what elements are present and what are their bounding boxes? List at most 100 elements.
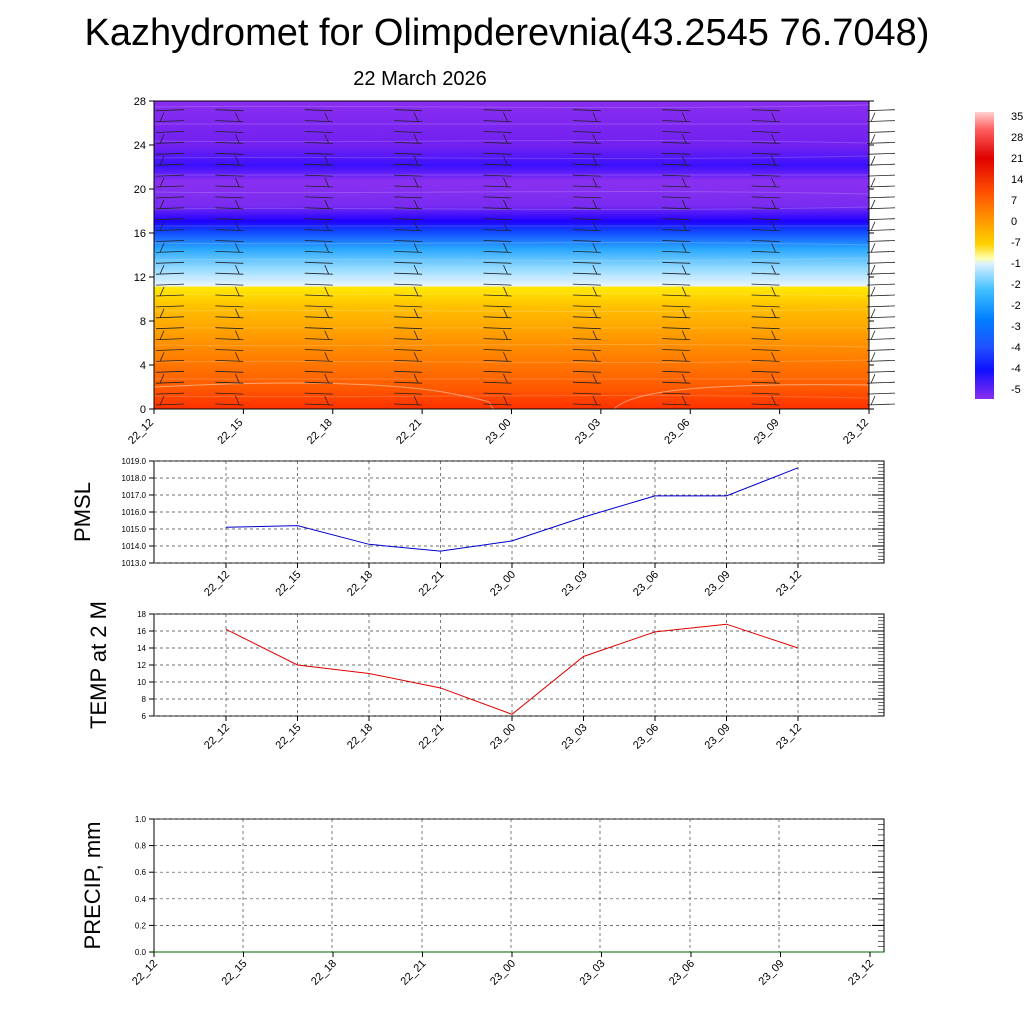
wind-barb-shaft <box>866 152 896 155</box>
y-tick-label: 1015.0 <box>122 525 147 534</box>
wind-barb-flag <box>592 199 598 209</box>
wind-barb-flag <box>771 243 776 253</box>
wind-barb-shaft <box>394 218 423 221</box>
wind-barb-shaft <box>215 349 244 351</box>
x-tick-label: 23_09 <box>703 569 733 599</box>
wind-barb-flag <box>870 221 876 231</box>
wind-barb-shaft <box>394 251 423 253</box>
wind-barb-shaft <box>751 109 780 112</box>
wind-barb-shaft <box>662 283 691 286</box>
wind-barb-shaft <box>483 392 512 395</box>
wind-barb-shaft <box>155 338 185 340</box>
wind-barb-shaft <box>215 403 244 406</box>
wind-barb-shaft <box>304 305 333 308</box>
wind-barb-shaft <box>304 403 333 406</box>
wind-barb-shaft <box>866 142 896 144</box>
wind-barb-shaft <box>304 207 333 210</box>
wind-barb-shaft <box>866 120 896 122</box>
wind-barb-shaft <box>304 142 333 144</box>
plot-frame <box>153 818 885 953</box>
x-tick-label: 22_12 <box>130 958 160 988</box>
wind-barb-shaft <box>483 207 512 210</box>
wind-barb-shaft <box>751 251 780 253</box>
y-tick-label: 0.2 <box>135 921 147 930</box>
contour-line <box>613 384 870 410</box>
x-tick-label: 22_18 <box>309 958 339 988</box>
wind-barb-shaft <box>155 163 185 166</box>
wind-barb-flag <box>771 156 776 166</box>
wind-barb-shaft <box>662 294 691 297</box>
colorbar-label: -4 <box>1011 342 1021 354</box>
wind-barb-shaft <box>155 360 185 362</box>
contour-line <box>153 139 870 144</box>
wind-barb-flag <box>235 112 240 122</box>
wind-barb-flag <box>592 395 598 406</box>
wind-barb-shaft <box>572 272 601 275</box>
wind-barb-shaft <box>155 305 185 308</box>
wind-barb-flag <box>413 352 419 362</box>
wind-barb-shaft <box>662 381 691 384</box>
wind-barb-flag <box>235 199 240 209</box>
wind-barb-flag <box>159 395 165 406</box>
x-tick-label: 23_09 <box>757 958 787 988</box>
colorbar-label: -1 <box>1011 258 1021 270</box>
wind-barb-shaft <box>751 283 780 286</box>
wind-barb-flag <box>159 265 165 275</box>
colorbar-label: -4 <box>1011 363 1021 375</box>
pmsl-panel: 1013.0 1014.0 1015.0 1016.0 1017.0 1018.0 1019… <box>70 457 885 599</box>
wind-barb-shaft <box>572 392 601 395</box>
wind-barb-shaft <box>304 131 333 133</box>
wind-barb-shaft <box>394 370 423 373</box>
wind-barb-shaft <box>155 403 185 406</box>
wind-barb-shaft <box>304 251 333 253</box>
y-tick-label: 20 <box>134 184 146 196</box>
wind-barb-shaft <box>751 381 780 384</box>
wind-barb-shaft <box>215 360 244 362</box>
wind-barb-flag <box>870 265 876 275</box>
wind-barb-shaft <box>572 218 601 221</box>
wind-barb-shaft <box>304 349 333 351</box>
y-axis-label: PRECIP, mm <box>80 822 105 950</box>
wind-barb-shaft <box>483 218 512 221</box>
y-tick-label: 1.0 <box>135 815 147 824</box>
wind-barb-flag <box>681 395 687 406</box>
wind-barb-flag <box>503 156 508 166</box>
wind-barb-shaft <box>155 283 185 286</box>
y-tick-label: 1013.0 <box>122 559 147 568</box>
x-tick-label: 22_21 <box>417 722 447 752</box>
colorbar-label: 35 <box>1011 111 1023 123</box>
wind-barb-flag <box>681 199 687 209</box>
wind-barb-shaft <box>304 185 333 188</box>
temp-panel: 6 8 10 12 14 16 18 22_12 22_15 22_18 22_21 23_00 23_… <box>86 601 885 752</box>
wind-barb-shaft <box>394 207 423 210</box>
wind-barb-shaft <box>662 370 691 373</box>
contour-line <box>153 394 870 399</box>
wind-barb-shaft <box>572 403 601 406</box>
x-tick-label: 23_00 <box>488 722 518 752</box>
wind-barb-shaft <box>662 109 691 112</box>
wind-barb-flag <box>159 352 165 362</box>
x-tick-label: 23_12 <box>774 722 804 752</box>
wind-barb-flag <box>771 221 776 231</box>
wind-barb-shaft <box>394 305 423 308</box>
wind-barb-flag <box>235 374 240 384</box>
wind-barb-shaft <box>751 316 780 319</box>
y-tick-label: 1018.0 <box>122 474 147 483</box>
wind-barb-flag <box>413 134 419 144</box>
wind-barb-shaft <box>662 218 691 221</box>
wind-barb-shaft <box>215 251 244 253</box>
x-tick-label: 23_12 <box>841 417 871 447</box>
wind-barb-shaft <box>572 240 601 242</box>
wind-barb-flag <box>771 265 776 275</box>
wind-barb-shaft <box>866 283 896 286</box>
wind-barb-flag <box>503 221 508 231</box>
wind-barb-shaft <box>304 229 333 231</box>
wind-barb-shaft <box>751 174 780 177</box>
wind-barb-flag <box>771 395 776 406</box>
wind-barb-flag <box>681 330 687 340</box>
wind-barb-flag <box>324 330 330 340</box>
wind-barb-shaft <box>572 283 601 286</box>
wind-barb-shaft <box>304 120 333 122</box>
wind-barb-flag <box>159 177 165 188</box>
wind-barb-shaft <box>662 360 691 362</box>
